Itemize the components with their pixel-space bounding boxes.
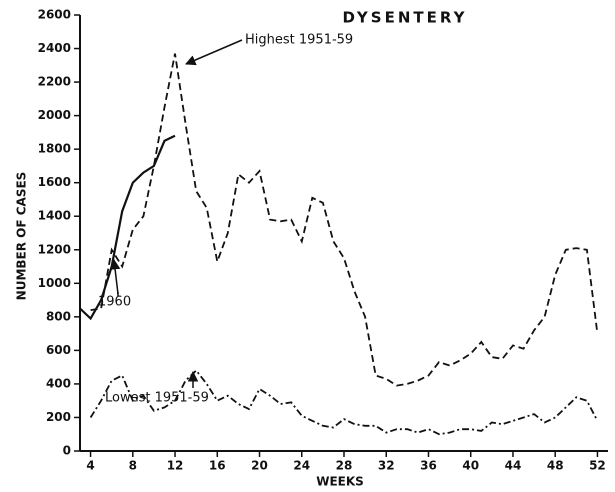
x-tick-label: 20 [251, 459, 268, 473]
y-tick-label: 2600 [38, 8, 71, 22]
y-tick-label: 600 [46, 343, 71, 357]
y-axis-label: NUMBER OF CASES [15, 172, 29, 301]
x-axis-label: WEEKS [316, 475, 364, 489]
y-tick-label: 1000 [38, 276, 71, 290]
y-tick-label: 400 [46, 376, 71, 390]
y-tick-label: 2200 [38, 75, 71, 89]
annotation: Highest 1951-59 [245, 33, 353, 48]
y-tick-label: 1600 [38, 175, 71, 189]
x-tick-label: 36 [420, 459, 437, 473]
y-tick-label: 1800 [38, 142, 71, 156]
x-tick-label: 40 [462, 459, 479, 473]
x-tick-label: 4 [86, 459, 94, 473]
x-tick-label: 12 [167, 459, 184, 473]
y-tick-label: 800 [46, 309, 71, 323]
x-tick-label: 16 [209, 459, 226, 473]
chart-title: DYSENTERY [343, 9, 468, 27]
x-tick-label: 28 [336, 459, 353, 473]
annotation: 1960 [98, 295, 131, 310]
data-line [79, 134, 176, 321]
data-line [90, 53, 599, 387]
y-tick-label: 1400 [38, 209, 71, 223]
x-tick-label: 32 [378, 459, 395, 473]
y-tick-label: 2400 [38, 41, 71, 55]
y-tick-label: 2000 [38, 108, 71, 122]
x-tick-label: 48 [547, 459, 564, 473]
x-tick-label: 24 [293, 459, 310, 473]
data-line [89, 369, 599, 436]
x-tick-label: 44 [505, 459, 522, 473]
annotation-arrow [185, 39, 243, 66]
y-tick-label: 1200 [38, 242, 71, 256]
x-tick-label: 8 [129, 459, 137, 473]
x-tick-label: 52 [589, 459, 606, 473]
annotation: Lowest 1951-59 [105, 391, 209, 406]
annotation-arrow [109, 258, 121, 295]
y-tick-label: 200 [46, 410, 71, 424]
y-tick-label: 0 [63, 444, 71, 458]
